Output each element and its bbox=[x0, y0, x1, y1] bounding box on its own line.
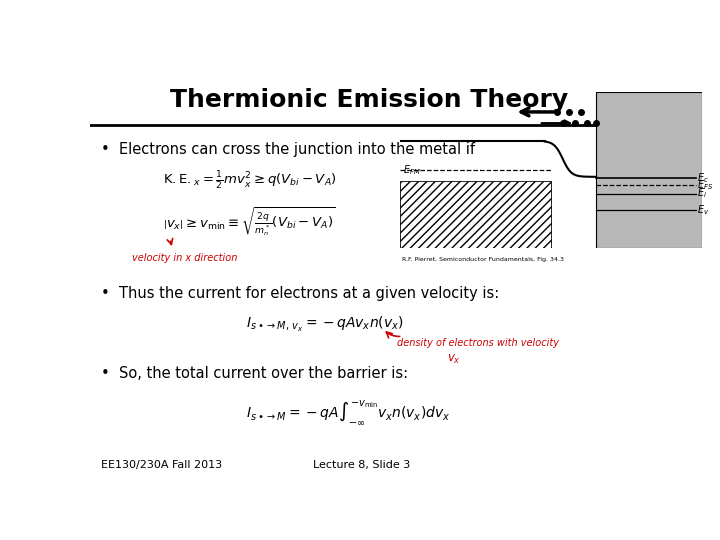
Text: $I_{s\bullet \rightarrow M} = -qA \int_{-\infty}^{-v_{\min}} v_x n\left(v_x\righ: $I_{s\bullet \rightarrow M} = -qA \int_{… bbox=[246, 399, 451, 427]
Text: EE130/230A Fall 2013: EE130/230A Fall 2013 bbox=[101, 460, 222, 470]
Bar bbox=[596, 92, 702, 248]
Text: $\left|v_x\right| \geq v_{\min} \equiv \sqrt{\frac{2q}{m_n^*}\left(V_{bi} - V_A\: $\left|v_x\right| \geq v_{\min} \equiv \… bbox=[163, 205, 336, 238]
Text: R.F. Pierret, Semiconductor Fundamentals, Fig. 34.3: R.F. Pierret, Semiconductor Fundamentals… bbox=[402, 257, 564, 262]
Text: $E_{FM}$: $E_{FM}$ bbox=[402, 163, 420, 177]
Text: $E_c$: $E_c$ bbox=[698, 171, 709, 185]
Text: $E_i$: $E_i$ bbox=[698, 187, 708, 200]
Text: $E_{FS}$: $E_{FS}$ bbox=[698, 178, 714, 192]
Text: •  Electrons can cross the junction into the metal if: • Electrons can cross the junction into … bbox=[101, 141, 475, 157]
Text: $E_v$: $E_v$ bbox=[698, 204, 710, 217]
Text: density of electrons with velocity: density of electrons with velocity bbox=[397, 339, 559, 348]
Bar bbox=[400, 181, 551, 248]
Text: velocity in x direction: velocity in x direction bbox=[132, 253, 237, 263]
Text: Lecture 8, Slide 3: Lecture 8, Slide 3 bbox=[313, 460, 410, 470]
Text: •  So, the total current over the barrier is:: • So, the total current over the barrier… bbox=[101, 366, 408, 381]
Text: $I_{s\bullet \rightarrow M,\, v_x} = -qAv_x n\left(v_x\right)$: $I_{s\bullet \rightarrow M,\, v_x} = -qA… bbox=[246, 315, 404, 334]
Text: Thermionic Emission Theory: Thermionic Emission Theory bbox=[170, 87, 568, 112]
Text: $\mathrm{K.E.}_{x} = \frac{1}{2}mv_x^2 \geq q\left(V_{bi} - V_A\right)$: $\mathrm{K.E.}_{x} = \frac{1}{2}mv_x^2 \… bbox=[163, 170, 336, 192]
Text: •  Thus the current for electrons at a given velocity is:: • Thus the current for electrons at a gi… bbox=[101, 286, 500, 301]
Text: $v_x$: $v_x$ bbox=[447, 353, 461, 366]
